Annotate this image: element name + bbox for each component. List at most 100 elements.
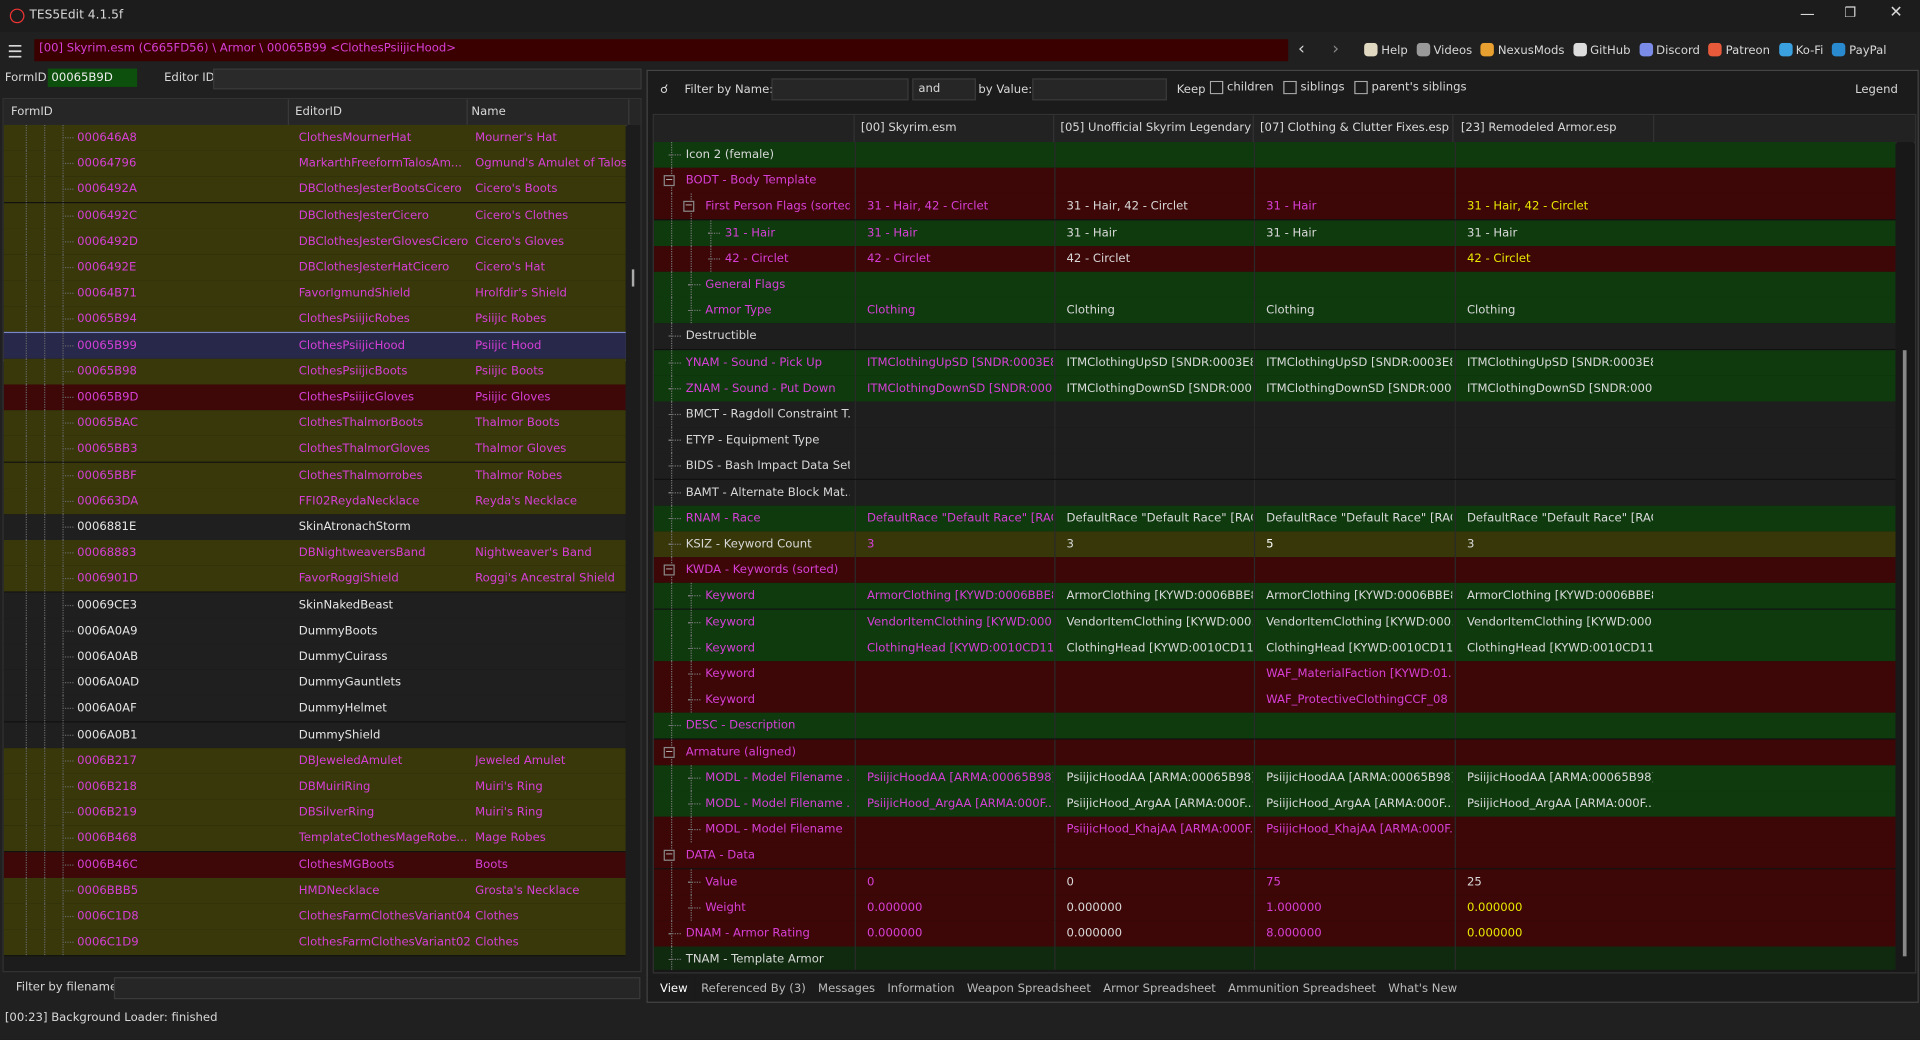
list-row[interactable]: 0006901D FavorRoggiShield Roggi's Ancestra… [3, 566, 626, 594]
list-row[interactable]: 0006492E DBClothesJesterHatCicero Cicero's… [3, 254, 626, 282]
list-row[interactable]: 0006A0A9 DummyBoots [3, 618, 626, 646]
record-row[interactable]: MODL - Model Filename ... PsiijicHoodAA [… [653, 765, 1896, 792]
record-row[interactable]: Keyword ArmorClothing [KYWD:0006BBE8] Armo… [653, 583, 1896, 611]
list-row[interactable]: 0006B217 DBJeweledAmulet Jeweled Amulet [3, 747, 626, 775]
record-row[interactable]: TNAM - Template Armor [653, 946, 1896, 970]
list-row[interactable]: 00065B94 ClothesPsiijicRobes Psiijic Robes [3, 306, 626, 334]
column-header[interactable]: Name [469, 99, 630, 125]
expand-toggle[interactable]: − [683, 200, 695, 213]
minimize-button[interactable]: — [1800, 4, 1815, 23]
record-row[interactable]: 42 - Circlet 42 - Circlet 42 - Circlet 42 -… [653, 245, 1896, 273]
scroll-thumb[interactable] [631, 269, 635, 287]
list-row[interactable]: 0006492C DBClothesJesterCicero Cicero's Cl… [3, 202, 626, 230]
toolbar-link[interactable]: Videos [1416, 42, 1472, 63]
filter-value-field[interactable] [1032, 78, 1167, 101]
record-row[interactable]: 31 - Hair 31 - Hair 31 - Hair 31 - Hair 31 -… [653, 219, 1896, 247]
record-row[interactable]: Keyword ClothingHead [KYWD:0010CD11] Cloth… [653, 635, 1896, 663]
list-row[interactable]: 00065BB3 ClothesThalmorGloves Thalmor Glov… [3, 436, 626, 464]
record-row[interactable]: Icon 2 (female) [653, 142, 1896, 169]
list-row[interactable]: 00064796 MarkarthFreeformTalosAm... Ogmund… [3, 150, 626, 178]
record-row[interactable]: Keyword WAF_MaterialFaction [KYWD:01... [653, 661, 1896, 689]
tab[interactable]: Weapon Spreadsheet [966, 982, 1091, 996]
tab[interactable]: Messages [818, 982, 876, 996]
expand-toggle[interactable]: − [663, 174, 675, 187]
close-button[interactable]: ✕ [1889, 3, 1903, 23]
list-row[interactable]: 0006C1D8 ClothesFarmClothesVariant04 Cloth… [3, 903, 626, 931]
list-row[interactable]: 0006A0AD DummyGauntlets [3, 670, 626, 697]
filter-op-select[interactable]: and [912, 78, 976, 101]
list-row[interactable]: 0006A0AB DummyCuirass [3, 644, 626, 672]
record-row[interactable]: RNAM - Race DefaultRace "Default Race" [R… [653, 505, 1896, 533]
expand-toggle[interactable]: − [663, 849, 675, 862]
record-row[interactable]: BAMT - Alternate Block Mat... [653, 479, 1896, 507]
forward-button[interactable]: › [1332, 39, 1340, 59]
list-row[interactable]: 0006B46C ClothesMGBoots Boots [3, 851, 626, 879]
record-row[interactable]: DNAM - Armor Rating 0.000000 0.000000 8.000… [653, 920, 1896, 948]
list-row[interactable]: 00068883 DBNightweaversBand Nightweaver's … [3, 540, 626, 568]
filename-filter-field[interactable] [113, 977, 641, 1000]
list-row[interactable]: 00065BAC ClothesThalmorBoots Thalmor Boots [3, 410, 626, 438]
list-row[interactable]: 00065B9D ClothesPsiijicGloves Psiijic Glov… [3, 384, 626, 412]
record-row[interactable]: ETYP - Equipment Type [653, 427, 1896, 455]
expand-toggle[interactable]: − [663, 745, 675, 758]
keep-check[interactable]: children [1209, 80, 1274, 95]
list-row[interactable]: 0006B219 DBSilverRing Muiri's Ring [3, 799, 626, 827]
menu-button[interactable]: ☰ [7, 42, 23, 63]
list-row[interactable]: 00065B99 ClothesPsiijicHood Psiijic Hood [3, 331, 626, 361]
pin-icon[interactable]: ☌ [660, 83, 669, 97]
list-row[interactable]: 0006BBB5 HMDNecklace Grosta's Necklace [3, 877, 626, 905]
record-row[interactable]: Armor Type Clothing Clothing Clothing Clothi… [653, 297, 1896, 325]
record-row[interactable]: BMCT - Ragdoll Constraint T... [653, 401, 1896, 429]
record-row[interactable]: MODL - Model Filename ... PsiijicHood_Arg… [653, 791, 1896, 818]
record-row[interactable]: − KWDA - Keywords (sorted) [653, 557, 1896, 585]
list-row[interactable]: 0006492D DBClothesJesterGlovesCicero Cicer… [3, 228, 626, 256]
list-row[interactable]: 0006C1D9 ClothesFarmClothesVariant02 Cloth… [3, 929, 626, 957]
checkbox[interactable] [1283, 80, 1297, 95]
checkbox[interactable] [1354, 80, 1368, 95]
list-row[interactable]: 0006492A DBClothesJesterBootsCicero Cicero… [3, 176, 626, 204]
record-row[interactable]: MODL - Model Filename PsiijicHood_KhajAA … [653, 816, 1896, 844]
tab[interactable]: View [647, 977, 695, 1002]
editorid-field[interactable] [213, 68, 642, 90]
record-row[interactable]: − BODT - Body Template [653, 167, 1896, 195]
expand-toggle[interactable]: − [663, 563, 675, 576]
maximize-button[interactable]: ❐ [1844, 4, 1857, 21]
record-row[interactable]: ZNAM - Sound - Put Down ITMClothingDownSD… [653, 375, 1896, 403]
list-row[interactable]: 00064B71 FavorIgmundShield Hrolfdir's Shie… [3, 280, 626, 308]
record-row[interactable]: BIDS - Bash Impact Data Set [653, 453, 1896, 481]
list-row[interactable]: 0006B468 TemplateClothesMageRobe... Mage R… [3, 825, 626, 853]
back-button[interactable]: ‹ [1297, 39, 1305, 59]
record-row[interactable]: Destructible [653, 323, 1896, 351]
record-row[interactable]: KSIZ - Keyword Count 3 3 5 3 [653, 531, 1896, 559]
column-header[interactable]: EditorID [293, 99, 468, 125]
record-row[interactable]: YNAM - Sound - Pick Up ITMClothingUpSD [S… [653, 349, 1896, 377]
list-row[interactable]: 0006881E SkinAtronachStorm [3, 514, 626, 542]
record-row[interactable]: Keyword WAF_ProtectiveClothingCCF_08 ... [653, 687, 1896, 715]
record-row[interactable]: General Flags [653, 271, 1896, 299]
legend-button[interactable]: Legend [1855, 83, 1898, 97]
toolbar-link[interactable]: NexusMods [1480, 42, 1564, 63]
toolbar-link[interactable]: Patreon [1708, 42, 1770, 63]
record-row[interactable]: Weight 0.000000 0.000000 1.000000 0.000000 [653, 894, 1896, 922]
list-row[interactable]: 000646A8 ClothesMournerHat Mourner's Hat [3, 124, 626, 152]
record-row[interactable]: − First Person Flags (sorted) 31 - Hair, 4… [653, 193, 1896, 221]
list-row[interactable]: 0006B218 DBMuiriRing Muiri's Ring [3, 773, 626, 801]
column-header[interactable]: [05] Unofficial Skyrim Legendary ... [1054, 115, 1254, 143]
list-row[interactable]: 00065B98 ClothesPsiijicBoots Psiijic Boots [3, 358, 626, 386]
column-header[interactable]: [00] Skyrim.esm [855, 115, 1055, 143]
toolbar-link[interactable]: Help [1364, 42, 1408, 63]
record-row[interactable]: Keyword VendorItemClothing [KYWD:000... Ve… [653, 609, 1896, 637]
tab[interactable]: Ammunition Spreadsheet [1228, 982, 1376, 996]
list-row[interactable]: 00069CE3 SkinNakedBeast [3, 592, 626, 620]
column-header[interactable]: [23] Remodeled Armor.esp [1455, 115, 1655, 143]
grid-scrollbar[interactable] [1896, 142, 1914, 970]
record-row[interactable]: Value 0 0 75 25 [653, 868, 1896, 896]
record-row[interactable]: − DATA - Data [653, 842, 1896, 870]
list-row[interactable]: 000663DA FFI02ReydaNecklace Reyda's Neckla… [3, 488, 626, 516]
checkbox[interactable] [1209, 80, 1224, 95]
scroll-thumb[interactable] [1902, 350, 1907, 957]
tab[interactable]: Referenced By (3) [701, 982, 806, 996]
column-header[interactable]: [07] Clothing & Clutter Fixes.esp [1254, 115, 1454, 143]
tab[interactable]: Armor Spreadsheet [1103, 982, 1216, 996]
keep-check[interactable]: siblings [1283, 80, 1345, 95]
